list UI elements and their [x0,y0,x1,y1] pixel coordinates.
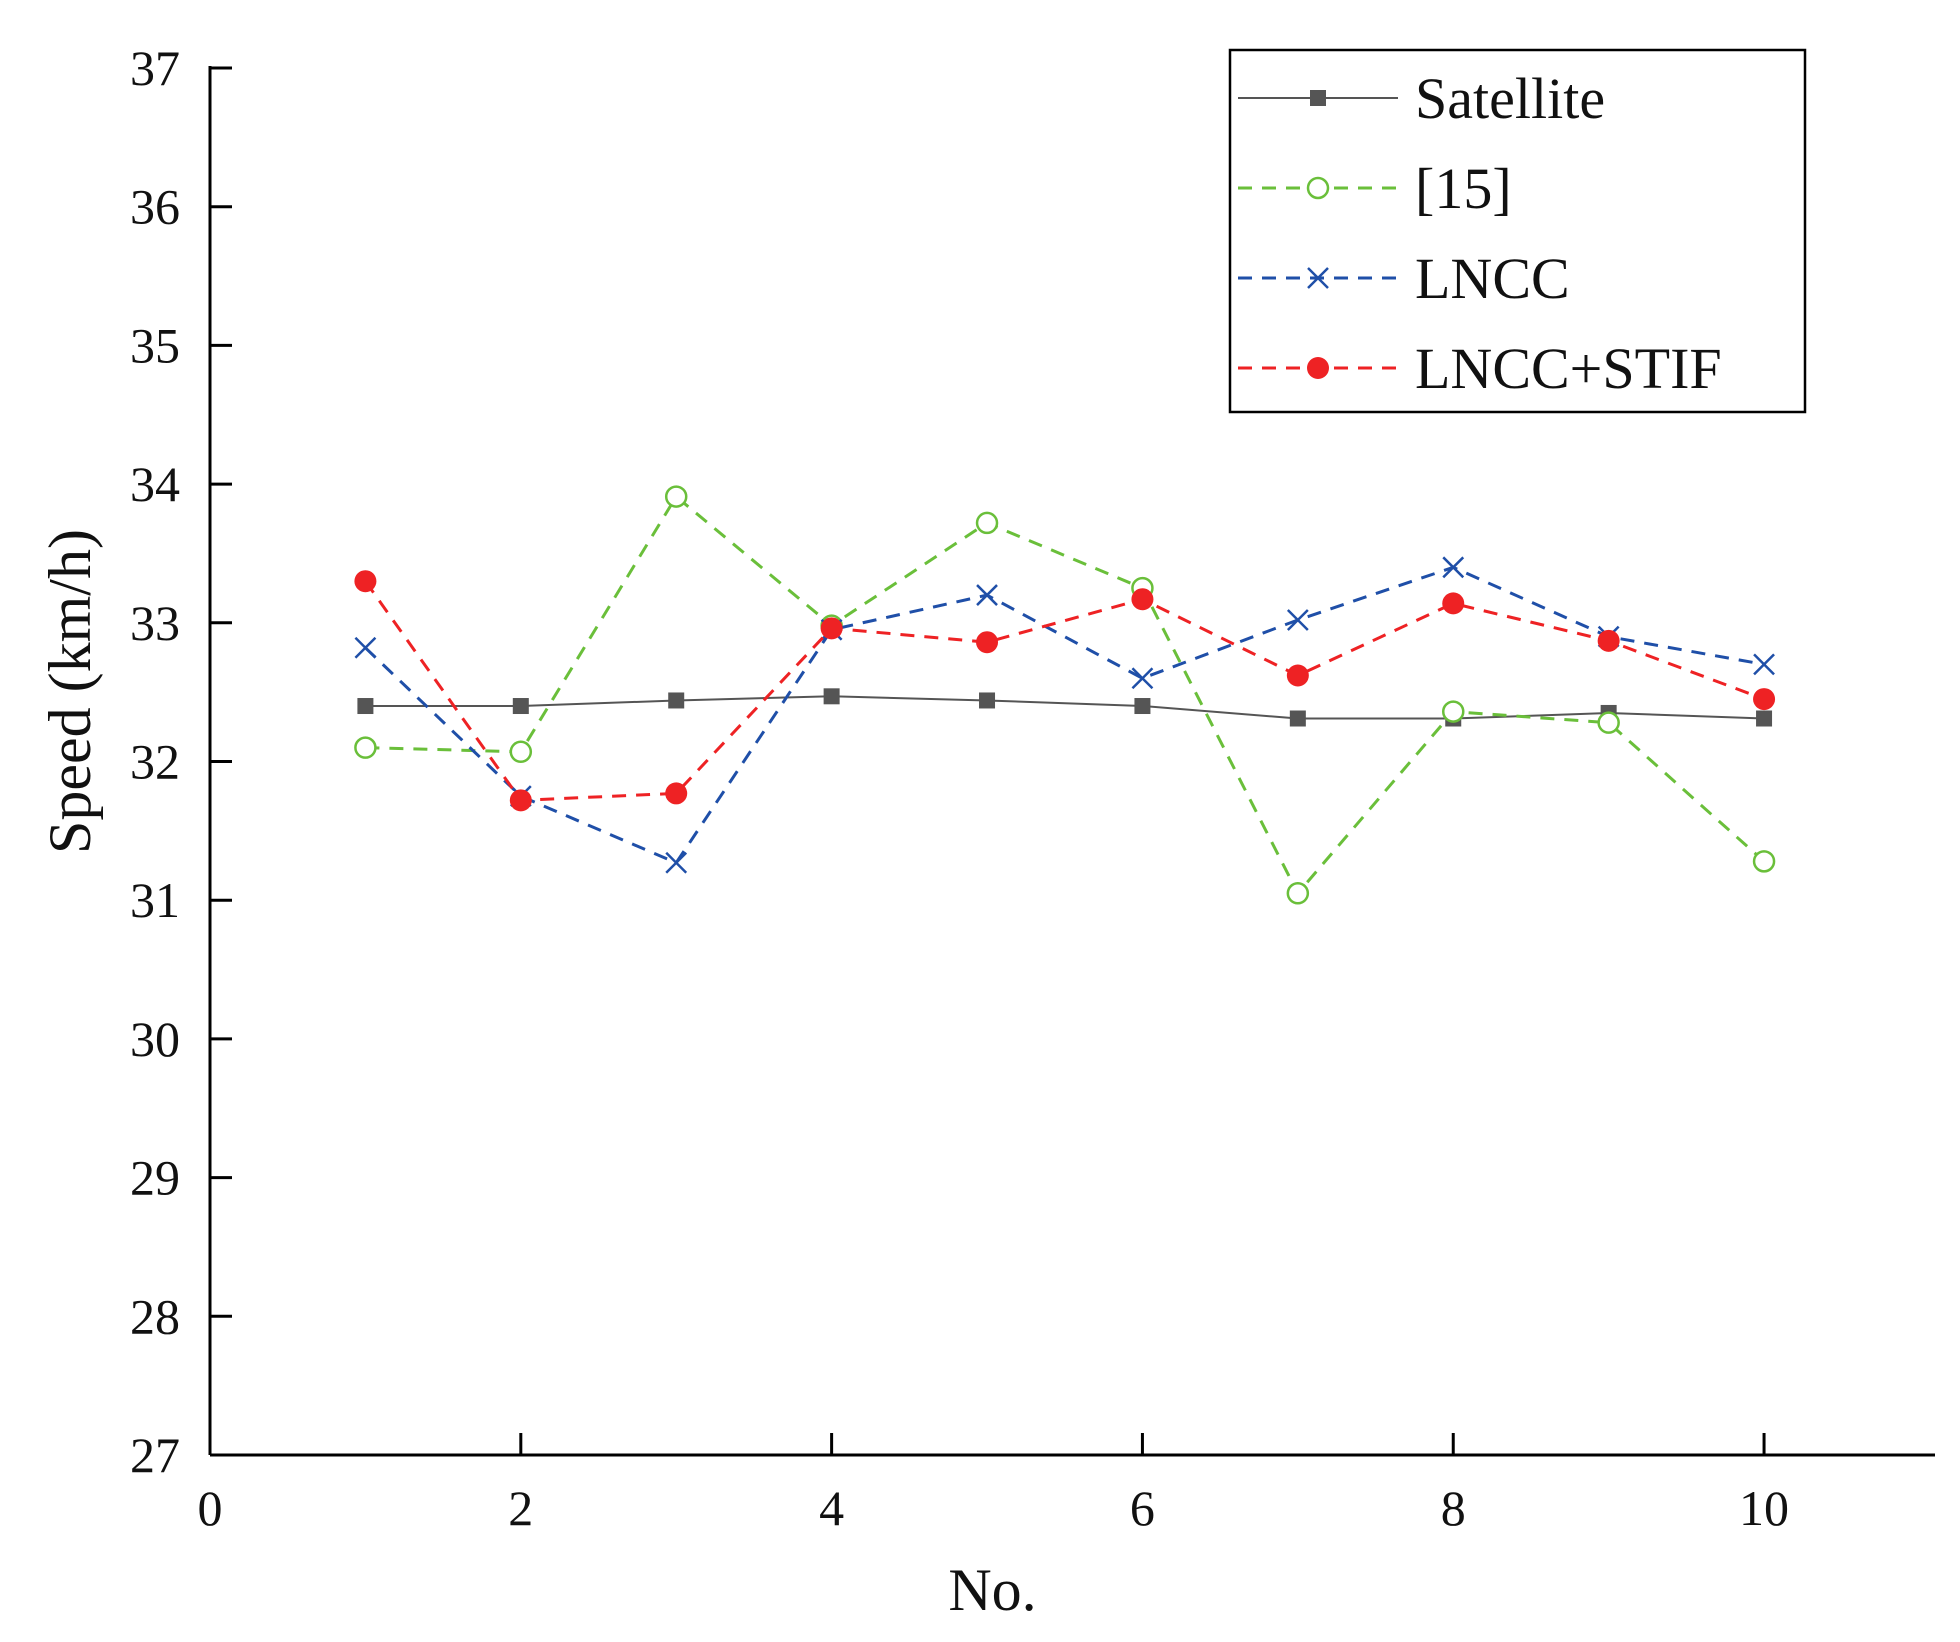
y-tick-label-28: 28 [130,1288,180,1344]
data-point-lncc-stif-8 [1442,592,1465,615]
legend-item-lncc-stif: LNCC+STIF [1238,336,1722,401]
data-point-15-5 [975,511,999,535]
data-point-lncc-6 [1131,667,1154,690]
y-tick-label-35: 35 [130,317,180,373]
legend-box [1228,48,1807,414]
legend-label-lncc-stif: LNCC+STIF [1415,336,1722,401]
x-tick-label-10: 10 [1739,1480,1789,1536]
legend-marker-15 [1306,176,1330,200]
legend-item-lncc: LNCC [1238,246,1570,311]
data-point-lncc-stif-4 [820,617,843,640]
data-point-satellite-3 [668,692,685,709]
legend-marker-lncc-stif [1307,357,1329,379]
legend-marker-satellite [1310,90,1326,106]
legend-label-lncc: LNCC [1415,246,1570,311]
data-point-lncc-stif-2 [509,789,532,812]
x-tick-label-4: 4 [819,1480,844,1536]
data-point-satellite-10 [1756,710,1773,727]
y-tick-label-37: 37 [130,40,180,96]
data-point-15-7 [1286,882,1310,905]
data-point-satellite-7 [1289,710,1306,727]
legend-marker-lncc [1307,267,1329,289]
x-tick-label-2: 2 [508,1480,533,1536]
data-point-15-10 [1752,850,1776,873]
series-line-15 [365,494,1766,896]
data-point-lncc-10 [1753,653,1775,676]
data-point-lncc-3-stroke-b [665,851,688,874]
data-point-lncc-stif-6 [1131,588,1154,611]
data-point-lncc-7 [1286,609,1309,631]
data-point-15-3 [664,485,688,508]
series-layer [354,485,1776,905]
data-point-lncc-stif-3 [665,782,688,805]
y-tick-label-36: 36 [130,179,180,235]
x-axis-title: No. [948,1557,1036,1623]
series-15 [354,485,1776,905]
data-point-lncc-5-stroke-b [976,584,998,606]
data-point-satellite-2 [512,698,529,715]
data-point-lncc-1-stroke-b [354,636,377,659]
data-point-lncc-stif-5 [976,631,999,654]
data-point-lncc-10-stroke-b [1753,653,1775,676]
y-tick-label-31: 31 [130,872,180,928]
data-point-lncc-5 [976,584,998,606]
data-point-lncc-stif-1 [354,570,377,593]
y-tick-label-27: 27 [130,1427,180,1483]
data-point-lncc-1 [354,636,377,659]
series-line-satellite [365,695,1765,720]
data-point-15-9 [1597,711,1620,734]
y-tick-label-29: 29 [130,1150,180,1206]
x-tick-label-0: 0 [198,1480,223,1536]
series-line-lncc [364,565,1765,865]
data-point-lncc-stif-10 [1753,688,1776,711]
data-point-15-1 [354,736,377,759]
data-point-satellite-6 [1134,698,1151,715]
legend-label-15: [15] [1415,156,1512,221]
series-line-lncc-stif [364,580,1765,802]
legend-marker-lncc-stroke-b [1307,267,1329,289]
axes-layer: 27 28 29 30 31 32 33 34 35 36 37 0 2 4 6 8 10 No. Speed (k… [37,40,1935,1623]
legend-item-satellite: Satellite [1238,66,1605,131]
legend-item-15: [15] [1238,156,1512,221]
y-axis-title: Speed (km/h) [37,529,103,854]
data-point-lncc-7-stroke-b [1286,609,1309,631]
legend: Satellite [15] LNCC LNCC+STIF [1228,48,1807,414]
x-tick-label-6: 6 [1130,1480,1155,1536]
series-satellite [357,688,1773,727]
data-point-lncc-3 [665,851,688,874]
y-tick-label-32: 32 [130,734,180,790]
data-point-lncc-8-stroke-b [1442,556,1465,579]
x-tick-label-8: 8 [1441,1480,1466,1536]
y-tick-label-30: 30 [130,1011,180,1067]
legend-label-satellite: Satellite [1415,66,1605,131]
data-point-lncc-stif-9 [1597,629,1620,652]
data-point-satellite-5 [979,692,996,709]
y-tick-label-34: 34 [130,456,180,512]
series-lncc-stif [354,570,1776,812]
data-point-15-8 [1441,700,1465,723]
y-tick-label-33: 33 [130,595,180,651]
data-point-satellite-4 [823,688,840,705]
data-point-15-2 [509,740,533,764]
data-point-lncc-stif-7 [1286,664,1309,687]
data-point-lncc-8 [1442,556,1465,579]
data-point-lncc-6-stroke-b [1131,667,1154,690]
data-point-satellite-1 [357,698,374,715]
